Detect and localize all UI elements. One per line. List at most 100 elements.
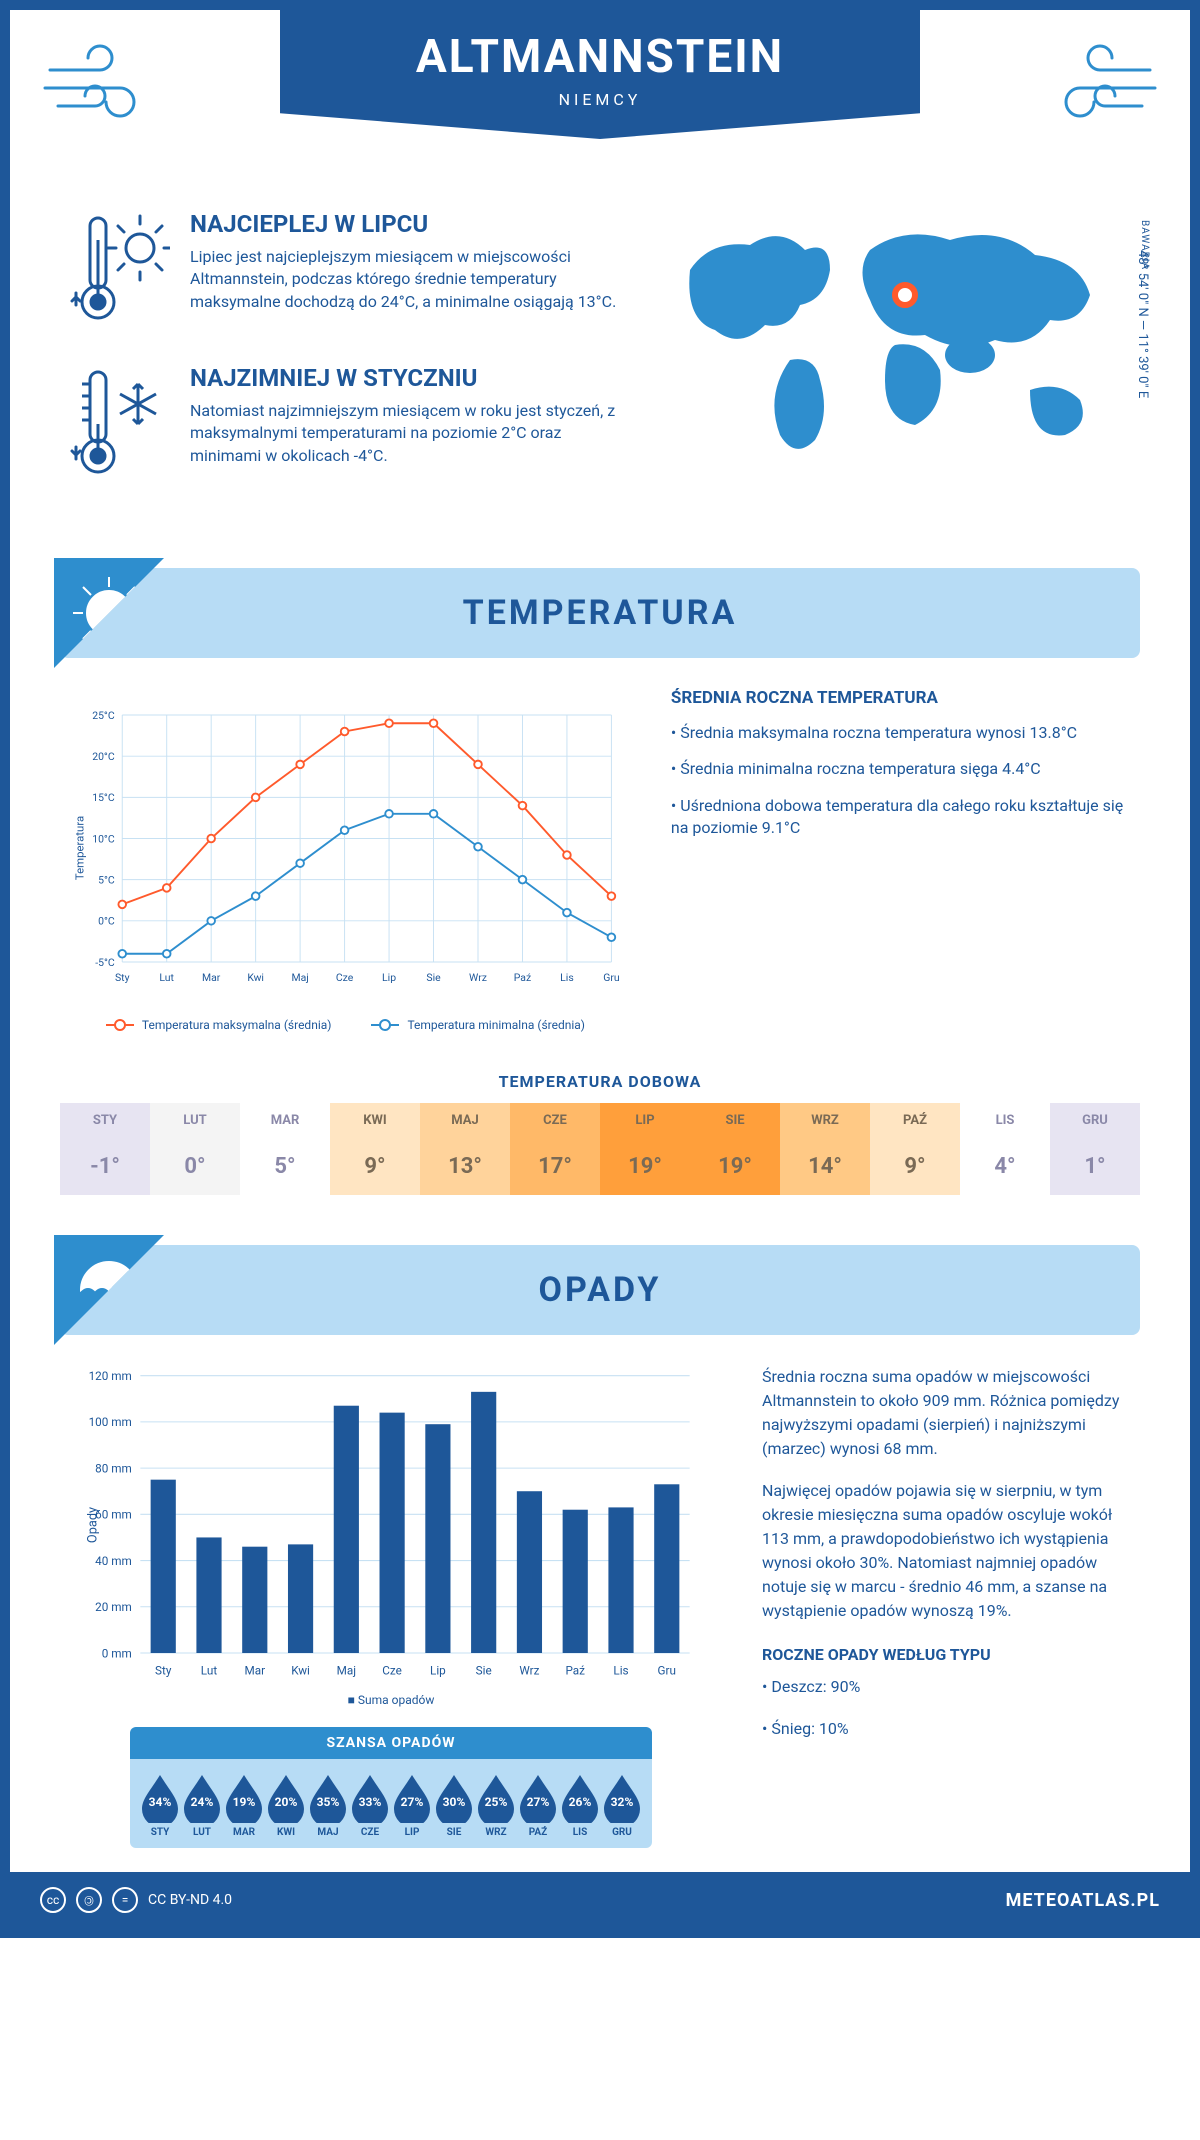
svg-text:Gru: Gru	[658, 1663, 676, 1677]
svg-text:Lis: Lis	[560, 971, 574, 984]
svg-text:10°C: 10°C	[92, 832, 115, 845]
world-map: BAWARIA 48° 54' 0" N — 11° 39' 0" E	[670, 210, 1130, 518]
svg-text:Wrz: Wrz	[519, 1663, 539, 1677]
chance-drop: 24% LUT	[182, 1773, 222, 1838]
svg-text:Mar: Mar	[202, 971, 221, 984]
page-subtitle: NIEMCY	[280, 90, 920, 109]
thermometer-sun-icon	[70, 210, 170, 334]
daily-value: 9°	[870, 1138, 960, 1195]
daily-month: STY	[60, 1103, 150, 1138]
svg-text:15°C: 15°C	[92, 791, 115, 804]
daily-temp-table: STYLUTMARKWIMAJCZELIPSIEWRZPAŹLISGRU-1°0…	[60, 1103, 1140, 1195]
hottest-title: NAJCIEPLEJ W LIPCU	[190, 210, 630, 238]
precip-info: Średnia roczna suma opadów w miejscowośc…	[762, 1365, 1130, 1848]
coldest-text: Natomiast najzimniejszym miesiącem w rok…	[190, 400, 630, 467]
svg-text:Paź: Paź	[565, 1663, 585, 1677]
chance-drop: 20% KWI	[266, 1773, 306, 1838]
temperature-info: ŚREDNIA ROCZNA TEMPERATURA • Średnia mak…	[671, 688, 1130, 1032]
svg-text:Lis: Lis	[613, 1663, 628, 1677]
header: ALTMANNSTEIN NIEMCY	[10, 10, 1190, 190]
daily-month: WRZ	[780, 1103, 870, 1138]
coordinates: 48° 54' 0" N — 11° 39' 0" E	[1135, 250, 1150, 398]
svg-text:0 mm: 0 mm	[102, 1646, 132, 1660]
chance-drop: 34% STY	[140, 1773, 180, 1838]
legend-max: .legend-item:nth-child(1) .legend-swatch…	[106, 1018, 332, 1032]
svg-text:Maj: Maj	[337, 1663, 356, 1677]
precip-legend: Suma opadów	[70, 1693, 712, 1707]
temperature-chart: -5°C0°C5°C10°C15°C20°C25°CStyLutMarKwiMa…	[70, 688, 621, 1032]
daily-value: 14°	[780, 1138, 870, 1195]
svg-text:100 mm: 100 mm	[89, 1415, 132, 1429]
svg-text:Sty: Sty	[155, 1663, 172, 1677]
temp-info-2: • Średnia minimalna roczna temperatura s…	[671, 758, 1130, 780]
cc-icon: cc	[40, 1887, 66, 1913]
daily-month: CZE	[510, 1103, 600, 1138]
precip-chart: 0 mm20 mm40 mm60 mm80 mm100 mm120 mmOpad…	[70, 1365, 712, 1848]
daily-month: LUT	[150, 1103, 240, 1138]
site-name: METEOATLAS.PL	[1006, 1890, 1160, 1911]
thermometer-snow-icon	[70, 364, 170, 488]
daily-value: 17°	[510, 1138, 600, 1195]
chance-drop: 35% MAJ	[308, 1773, 348, 1838]
svg-text:80 mm: 80 mm	[95, 1461, 132, 1475]
chance-drop: 27% LIP	[392, 1773, 432, 1838]
svg-text:0°C: 0°C	[98, 915, 115, 928]
daily-value: 9°	[330, 1138, 420, 1195]
daily-month: PAŹ	[870, 1103, 960, 1138]
daily-month: KWI	[330, 1103, 420, 1138]
svg-text:20°C: 20°C	[92, 750, 115, 763]
svg-text:Lip: Lip	[382, 971, 396, 984]
svg-text:Paź: Paź	[514, 971, 531, 984]
daily-month: LIP	[600, 1103, 690, 1138]
legend-min-label: Temperatura minimalna (średnia)	[407, 1018, 585, 1032]
hottest-block: NAJCIEPLEJ W LIPCU Lipiec jest najcieple…	[70, 210, 630, 334]
chance-drop: 27% PAŹ	[518, 1773, 558, 1838]
chance-drop: 30% SIE	[434, 1773, 474, 1838]
svg-text:Cze: Cze	[382, 1663, 402, 1677]
daily-month: SIE	[690, 1103, 780, 1138]
daily-value: 19°	[690, 1138, 780, 1195]
svg-text:Lut: Lut	[159, 971, 174, 984]
svg-text:60 mm: 60 mm	[95, 1508, 132, 1522]
svg-text:Lut: Lut	[201, 1663, 218, 1677]
temp-info-title: ŚREDNIA ROCZNA TEMPERATURA	[671, 688, 1130, 708]
footer: cc 🄯 = CC BY-ND 4.0 METEOATLAS.PL	[10, 1872, 1190, 1928]
chance-drop: 26% LIS	[560, 1773, 600, 1838]
precip-type-title: ROCZNE OPADY WEDŁUG TYPU	[762, 1643, 1130, 1667]
svg-text:Gru: Gru	[603, 971, 620, 984]
license-text: CC BY-ND 4.0	[148, 1892, 232, 1908]
temperature-title: TEMPERATURA	[60, 593, 1140, 633]
hottest-text: Lipiec jest najcieplejszym miesiącem w m…	[190, 246, 630, 313]
svg-text:Opady: Opady	[86, 1507, 101, 1543]
svg-text:Kwi: Kwi	[291, 1663, 310, 1677]
svg-text:Sty: Sty	[115, 971, 130, 984]
precip-para2: Najwięcej opadów pojawia się w sierpniu,…	[762, 1479, 1130, 1623]
temp-info-3: • Uśredniona dobowa temperatura dla całe…	[671, 795, 1130, 840]
legend-max-label: Temperatura maksymalna (średnia)	[142, 1018, 332, 1032]
daily-temp-title: TEMPERATURA DOBOWA	[10, 1072, 1190, 1091]
svg-text:25°C: 25°C	[92, 709, 115, 722]
svg-text:Sie: Sie	[476, 1663, 492, 1677]
svg-text:Maj: Maj	[291, 971, 308, 984]
by-icon: 🄯	[76, 1887, 102, 1913]
svg-text:5°C: 5°C	[98, 873, 115, 886]
intro-row: NAJCIEPLEJ W LIPCU Lipiec jest najcieple…	[10, 190, 1190, 548]
precip-section-header: OPADY	[60, 1245, 1140, 1335]
precip-chance: SZANSA OPADÓW 34% STY 24% LUT 19% MAR 20…	[130, 1727, 652, 1848]
svg-text:20 mm: 20 mm	[95, 1600, 132, 1614]
legend-min: .legend-item:nth-child(2) .legend-swatch…	[371, 1018, 585, 1032]
coldest-title: NAJZIMNIEJ W STYCZNIU	[190, 364, 630, 392]
svg-text:Cze: Cze	[336, 971, 354, 984]
svg-text:Kwi: Kwi	[247, 971, 264, 984]
daily-value: 13°	[420, 1138, 510, 1195]
daily-value: -1°	[60, 1138, 150, 1195]
chance-drop: 25% WRZ	[476, 1773, 516, 1838]
daily-value: 19°	[600, 1138, 690, 1195]
chance-drop: 33% CZE	[350, 1773, 390, 1838]
svg-text:Lip: Lip	[430, 1663, 446, 1677]
chance-drop: 32% GRU	[602, 1773, 642, 1838]
temperature-section-header: TEMPERATURA	[60, 568, 1140, 658]
svg-text:Wrz: Wrz	[469, 971, 487, 984]
svg-text:Temperatura: Temperatura	[72, 816, 86, 880]
svg-text:40 mm: 40 mm	[95, 1554, 132, 1568]
